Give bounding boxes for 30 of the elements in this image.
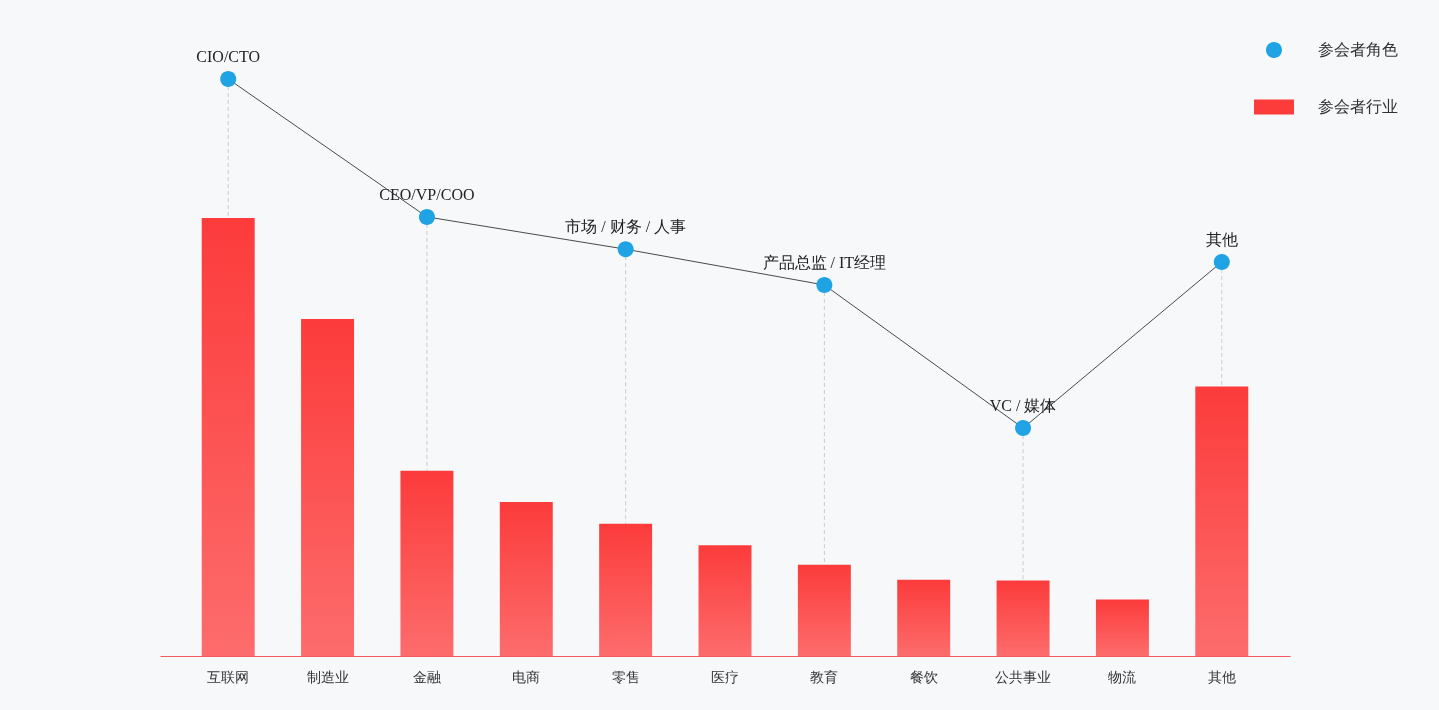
annotation: VC / 媒体	[989, 397, 1057, 415]
annotation: CEO/VP/COO	[379, 185, 475, 203]
x-tick-label: 零售	[611, 669, 640, 685]
x-tick-label: 电商	[512, 669, 541, 685]
bar	[201, 218, 255, 656]
annotation: 产品总监 / IT经理	[762, 253, 887, 271]
bar	[599, 523, 653, 656]
bar	[996, 580, 1050, 656]
x-tick-label: 公共事业	[995, 669, 1052, 685]
bar	[400, 470, 454, 656]
annotation: CIO/CTO	[196, 48, 261, 65]
bar	[301, 319, 355, 656]
x-tick-label: 金融	[412, 669, 441, 685]
bar	[698, 545, 752, 656]
bar	[797, 564, 851, 656]
annotation: 其他	[1205, 230, 1238, 248]
x-tick-label: 教育	[810, 668, 839, 685]
x-tick-label: 制造业	[306, 669, 349, 685]
annotation: 市场 / 财务 / 人事	[565, 218, 687, 236]
x-tick-label: 互联网	[207, 669, 250, 685]
x-tick-label: 物流	[1108, 669, 1137, 685]
bar	[897, 579, 951, 656]
legend-label: 参会者角色	[1318, 41, 1398, 58]
x-tick-label: 餐饮	[909, 669, 938, 685]
x-tick-label: 医疗	[711, 669, 739, 685]
legend-label: 参会者行业	[1318, 98, 1398, 115]
bar	[1195, 386, 1249, 656]
bar	[1095, 599, 1149, 656]
bar	[499, 501, 553, 656]
x-tick-label: 其他	[1207, 669, 1236, 685]
